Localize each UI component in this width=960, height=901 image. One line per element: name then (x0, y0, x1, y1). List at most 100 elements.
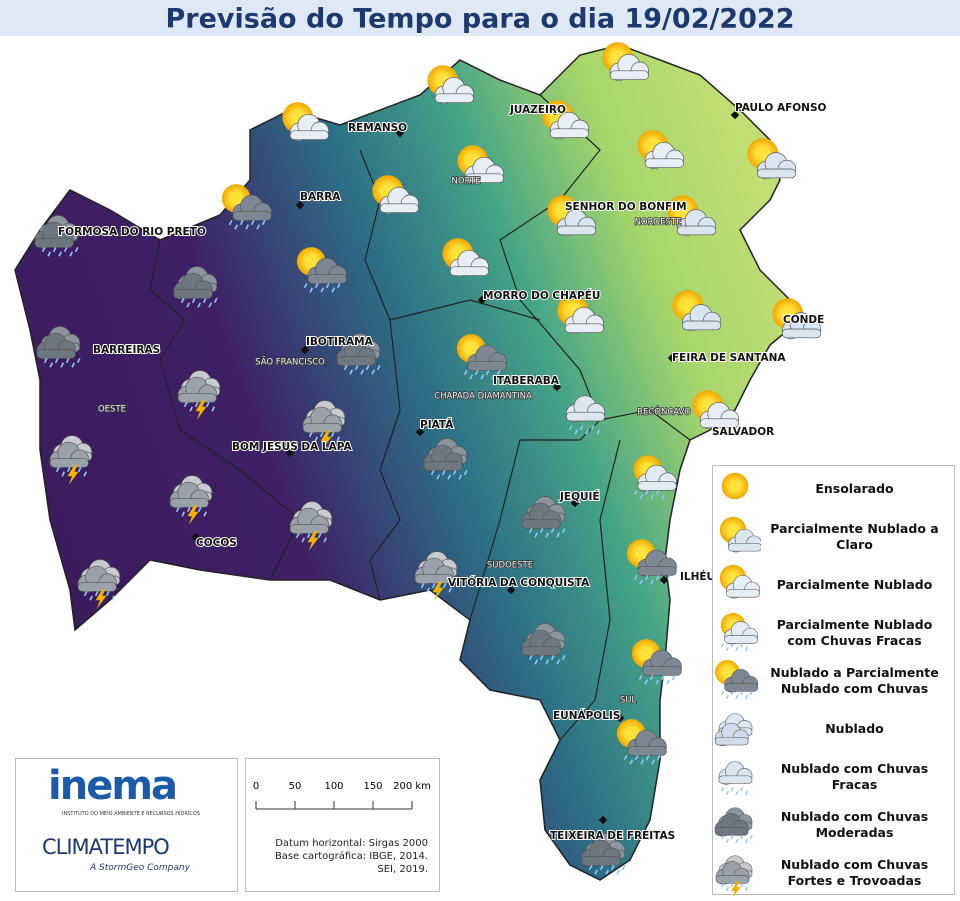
rain-drop (650, 494, 655, 500)
weather-icon (672, 290, 722, 332)
rain-drop (650, 579, 655, 585)
rain-drop (234, 224, 239, 230)
bolt (731, 881, 741, 896)
cloud (637, 549, 677, 577)
rain-drop (365, 365, 370, 371)
rain-drop (336, 283, 341, 289)
cloud-base (464, 173, 504, 183)
city-label: ITABERABA (493, 375, 560, 387)
rain-drop (261, 220, 266, 226)
weather-icon (692, 390, 739, 430)
legend-item: Nublado (713, 706, 954, 752)
rain-drop (197, 302, 202, 308)
cloud-base (781, 328, 822, 339)
rain-drop (474, 370, 479, 376)
city-marker (295, 200, 305, 210)
scale-label: 200 km (393, 781, 431, 792)
rain-drop (725, 694, 729, 700)
rain-drop (623, 755, 628, 761)
cloud (565, 395, 606, 423)
rain-drop (661, 494, 666, 500)
rain-drop (61, 471, 66, 477)
region-label: SUDOESTE (487, 561, 533, 571)
scale-label: 50 (289, 781, 302, 792)
weather-icon (602, 42, 649, 82)
rain-drop (447, 474, 452, 480)
rain-drop (448, 587, 453, 593)
rain-drop (66, 467, 71, 473)
rain-drop (111, 595, 116, 601)
cloud-base (521, 519, 561, 529)
cloud (336, 339, 376, 367)
rain-drop (76, 358, 81, 364)
rain-drop (721, 834, 725, 840)
cloud-base (718, 775, 753, 784)
rain-drop (330, 432, 335, 438)
rain-drop (211, 406, 216, 412)
weather-icon (616, 719, 667, 765)
rain-drop (323, 537, 328, 543)
region-label: RECÔNCAVO (637, 406, 691, 418)
city-label: JUAZEIRO (509, 104, 566, 116)
cloud (449, 249, 489, 278)
rain-drop (197, 507, 202, 513)
rain-drop (71, 362, 76, 368)
rain-drop (740, 834, 744, 840)
rain-drop (314, 283, 319, 289)
cloud (423, 444, 463, 472)
rain-drop (740, 882, 744, 888)
notes: Datum horizontal: Sirgas 2000 Base cartog… (246, 837, 428, 876)
city-label: FEIRA DE SANTANA (672, 352, 786, 364)
rain-drop (463, 470, 468, 476)
rain-drop (730, 882, 734, 888)
rain-drop (189, 406, 194, 412)
weather-icon (442, 238, 489, 278)
legend-label: Nublado com Chuvas Moderadas (780, 809, 929, 840)
scale-box: 0 50 100 150 200 km Datum horizontal: Sirgas… (245, 758, 440, 892)
cloud-base (726, 589, 760, 598)
cloud-base (676, 225, 717, 236)
cloud (556, 209, 597, 237)
rain-drop (295, 533, 300, 539)
region-label: SUL (620, 696, 637, 706)
cloud-base (289, 130, 329, 140)
rain-drop (735, 646, 739, 652)
weather-icon (772, 298, 822, 340)
rain-drop (94, 591, 99, 597)
rain-drop (644, 490, 649, 496)
rain-drop (590, 425, 595, 431)
legend: Ensolarado Parcialmente Nublado a Claro Pa… (712, 465, 955, 896)
rain-drop (180, 298, 185, 304)
cloud-base (644, 158, 684, 168)
region-label: OESTE (98, 405, 126, 415)
rain-drop (491, 374, 496, 380)
weather-icon (633, 455, 677, 500)
rain-drop (331, 287, 336, 293)
legend-icon (719, 564, 760, 599)
cloud-base (307, 274, 347, 284)
rain-drop (60, 362, 65, 368)
rain-drop (191, 298, 196, 304)
legend-item: Nublado a Parcialmente Nublado com Chuva… (713, 658, 954, 704)
weather-icon (521, 623, 566, 665)
rain-drop (599, 865, 604, 871)
rain-drop (349, 369, 354, 375)
cloud (644, 141, 684, 170)
cloud-base (423, 461, 463, 471)
city-label: CONDE (783, 314, 824, 326)
rain-drop (655, 490, 660, 496)
legend-icon (721, 472, 749, 500)
region-label: NORTE (452, 177, 481, 187)
rain-drop (436, 474, 441, 480)
cloud (726, 575, 760, 599)
rain-drop (228, 220, 233, 226)
rain-drop (47, 251, 52, 257)
rain-drop (426, 587, 431, 593)
rain-drop (194, 402, 199, 408)
rain-drop (354, 365, 359, 371)
cloud (781, 312, 822, 340)
cloud-base (714, 737, 749, 746)
city-label: EUNÁPOLIS (553, 709, 620, 722)
rain-drop (585, 429, 590, 435)
cloud (581, 839, 621, 867)
